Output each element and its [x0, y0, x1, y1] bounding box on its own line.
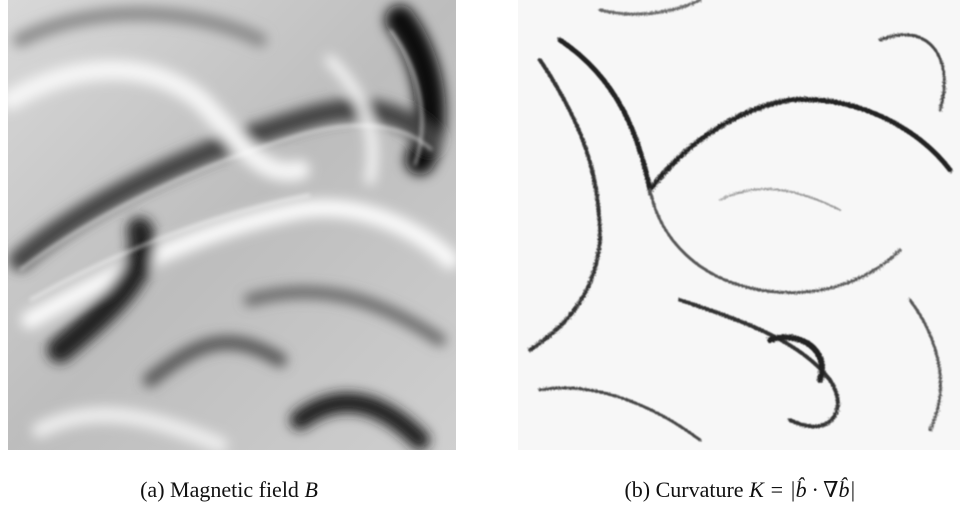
caption-math: B — [304, 477, 317, 502]
figure: (a) Magnetic field B (b) Curvature K = |… — [0, 0, 960, 508]
caption-text: Curvature — [656, 477, 744, 502]
caption-label: (a) — [140, 477, 164, 502]
figure-canvas: (a) Magnetic field B (b) Curvature K = |… — [0, 0, 960, 508]
caption-math: K = |b̂ · ∇b̂| — [748, 477, 855, 502]
curvature-image — [518, 0, 960, 450]
caption-b: (b) Curvature K = |b̂ · ∇b̂| — [624, 477, 855, 502]
magnetic-field-image — [8, 0, 456, 450]
caption-label: (b) — [624, 477, 650, 502]
caption-a: (a) Magnetic field B — [140, 477, 318, 502]
caption-text: Magnetic field — [170, 477, 299, 502]
